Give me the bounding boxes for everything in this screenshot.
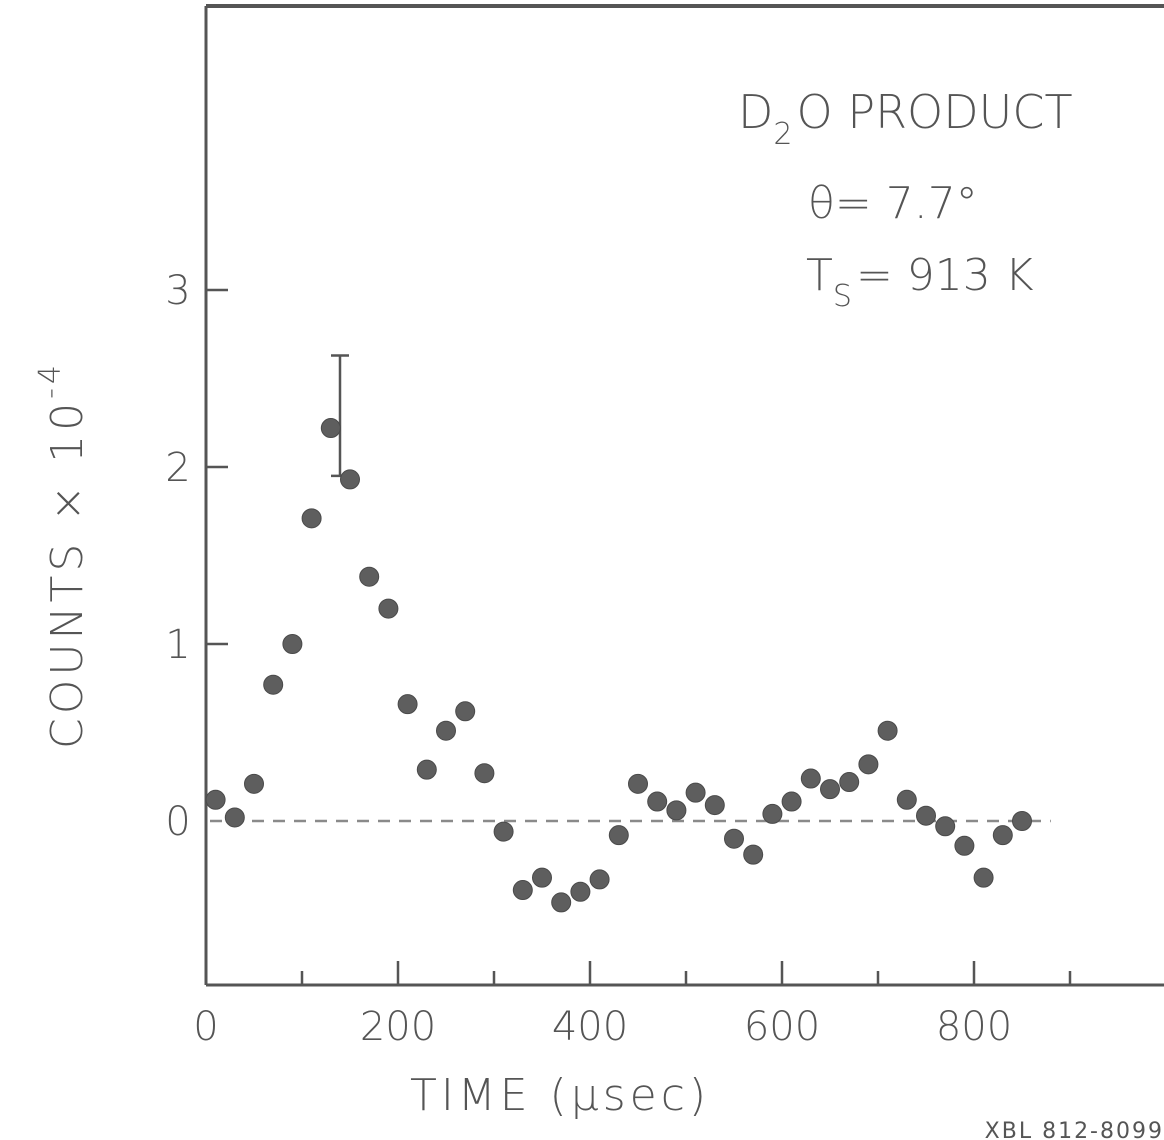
data-point	[704, 795, 725, 816]
data-point	[397, 694, 418, 715]
data-point	[512, 880, 533, 901]
data-point	[416, 759, 437, 780]
data-point	[359, 566, 380, 587]
y-tick-label: 3	[165, 268, 190, 314]
data-point	[743, 844, 764, 865]
annotation-angle: θ= 7.7°	[808, 178, 978, 229]
data-point	[551, 892, 572, 913]
data-point	[320, 418, 341, 439]
x-tick-label: 600	[744, 1004, 820, 1050]
y-tick-label: 0	[165, 799, 190, 845]
data-point	[493, 821, 514, 842]
data-point	[301, 508, 322, 529]
data-point	[935, 816, 956, 837]
data-point	[244, 773, 264, 794]
y-axis-title: COUNTS × 10-4	[33, 361, 93, 749]
data-point	[378, 598, 399, 619]
x-tick-label: 800	[936, 1004, 1012, 1050]
data-point	[916, 805, 936, 826]
error-bar	[331, 354, 349, 478]
data-point	[973, 867, 994, 888]
y-tick-label: 2	[165, 445, 190, 491]
data-points	[205, 418, 1032, 913]
data-point	[589, 869, 610, 890]
y-axis-ticks: 0 1 2 3	[165, 268, 228, 845]
data-point	[724, 828, 744, 849]
annotation-product: D2O PRODUCT	[738, 85, 1073, 152]
data-point	[263, 674, 284, 695]
y-tick-label: 1	[165, 622, 190, 668]
data-point	[647, 791, 668, 812]
data-point	[877, 720, 898, 741]
figure-code: XBL 812-8099	[985, 1119, 1164, 1140]
data-point	[954, 835, 975, 856]
data-point	[455, 701, 476, 722]
data-point	[1012, 811, 1032, 831]
data-point	[858, 754, 879, 775]
data-point	[666, 800, 687, 821]
data-point	[205, 789, 226, 810]
data-point	[839, 772, 860, 793]
data-point	[628, 773, 648, 794]
x-axis-title: TIME (µsec)	[410, 1070, 710, 1121]
data-point	[800, 768, 821, 789]
data-point	[474, 763, 495, 784]
data-point	[570, 881, 591, 902]
data-point	[224, 807, 245, 828]
x-axis-ticks: 0 200 400 600 800	[193, 961, 1072, 1050]
data-point	[762, 803, 783, 824]
data-point	[685, 782, 706, 803]
data-point	[608, 825, 629, 846]
annotation-temperature: TS= 913 K	[806, 250, 1034, 314]
data-point	[820, 779, 840, 800]
data-point	[532, 867, 552, 888]
data-point	[896, 789, 917, 810]
data-point	[781, 791, 802, 812]
x-tick-label: 200	[360, 1004, 436, 1050]
x-tick-label: 0	[193, 1004, 218, 1050]
data-point	[992, 825, 1013, 846]
x-tick-label: 400	[552, 1004, 628, 1050]
data-point	[282, 634, 303, 654]
data-point	[340, 469, 360, 490]
plot-frame	[204, 4, 1164, 987]
data-point	[436, 720, 456, 741]
